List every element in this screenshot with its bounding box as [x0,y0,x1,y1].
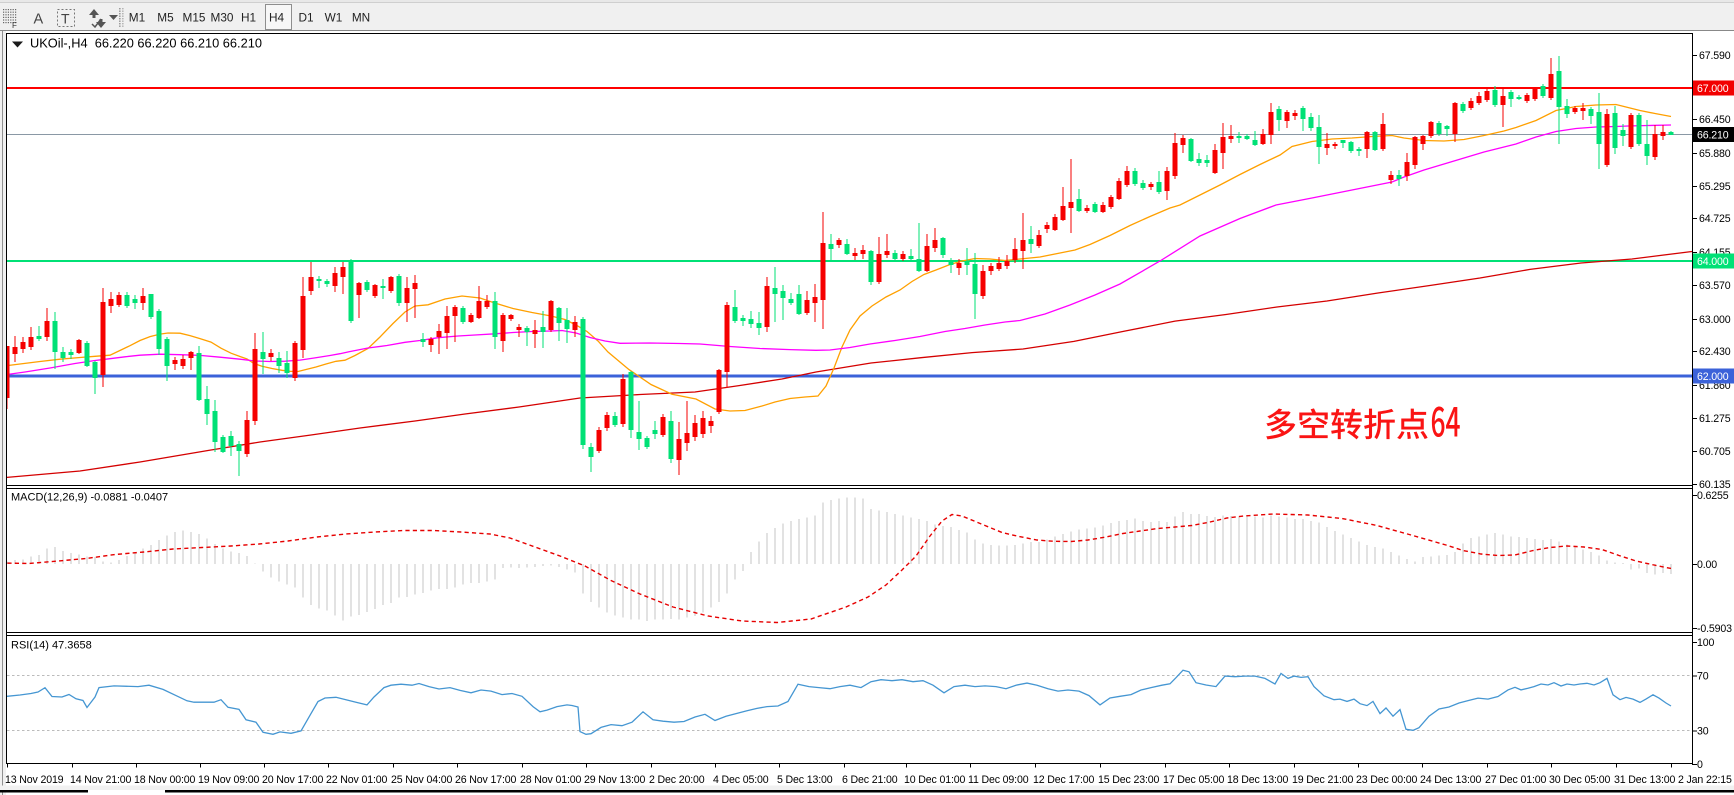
svg-text:18 Nov 00:00: 18 Nov 00:00 [134,774,195,786]
svg-text:22 Nov 01:00: 22 Nov 01:00 [326,774,387,786]
svg-text:11 Dec 09:00: 11 Dec 09:00 [968,774,1029,786]
svg-text:30 Dec 05:00: 30 Dec 05:00 [1549,774,1610,786]
svg-text:RSI(14) 47.3658: RSI(14) 47.3658 [11,640,92,652]
svg-text:4 Dec 05:00: 4 Dec 05:00 [713,774,769,786]
svg-text:63.000: 63.000 [1699,314,1731,326]
svg-text:66.450: 66.450 [1699,114,1731,126]
svg-text:M30: M30 [211,11,234,25]
svg-text:65.880: 65.880 [1699,148,1731,160]
svg-text:MACD(12,26,9) -0.0881 -0.0407: MACD(12,26,9) -0.0881 -0.0407 [11,492,168,504]
svg-text:T: T [61,11,70,27]
svg-text:14 Nov 21:00: 14 Nov 21:00 [70,774,131,786]
svg-text:H4: H4 [269,11,285,25]
svg-text:31 Dec 13:00: 31 Dec 13:00 [1614,774,1675,786]
svg-text:60.135: 60.135 [1699,479,1731,491]
svg-text:F: F [12,21,17,30]
svg-text:64.725: 64.725 [1699,213,1731,225]
svg-text:17 Dec 05:00: 17 Dec 05:00 [1163,774,1224,786]
svg-text:63.570: 63.570 [1699,280,1731,292]
svg-text:0.00: 0.00 [1697,559,1717,571]
svg-text:20 Nov 17:00: 20 Nov 17:00 [262,774,323,786]
svg-text:66.210: 66.210 [1697,130,1729,142]
svg-text:65.295: 65.295 [1699,181,1731,193]
svg-text:29 Nov 13:00: 29 Nov 13:00 [584,774,645,786]
svg-text:5 Dec 13:00: 5 Dec 13:00 [777,774,833,786]
svg-text:24 Dec 13:00: 24 Dec 13:00 [1420,774,1481,786]
svg-text:26 Nov 17:00: 26 Nov 17:00 [455,774,516,786]
svg-text:67.590: 67.590 [1699,50,1731,62]
svg-text:6 Dec 21:00: 6 Dec 21:00 [842,774,898,786]
svg-text:M15: M15 [183,11,206,25]
svg-text:61.275: 61.275 [1699,413,1731,425]
svg-text:0.6255: 0.6255 [1697,490,1729,502]
svg-text:M5: M5 [157,11,174,25]
svg-text:23 Dec 00:00: 23 Dec 00:00 [1356,774,1417,786]
svg-text:2 Dec 20:00: 2 Dec 20:00 [649,774,705,786]
svg-text:-0.5903: -0.5903 [1697,623,1732,635]
svg-text:30: 30 [1697,726,1709,738]
svg-text:12 Dec 17:00: 12 Dec 17:00 [1033,774,1094,786]
svg-text:60.705: 60.705 [1699,446,1731,458]
svg-text:0: 0 [1697,759,1703,771]
svg-text:62.430: 62.430 [1699,346,1731,358]
svg-text:18 Dec 13:00: 18 Dec 13:00 [1227,774,1288,786]
svg-text:2 Jan 22:15: 2 Jan 22:15 [1678,774,1732,786]
svg-text:100: 100 [1697,637,1714,649]
svg-text:A: A [34,12,44,28]
svg-text:64.000: 64.000 [1697,256,1729,268]
svg-text:19 Dec 21:00: 19 Dec 21:00 [1292,774,1353,786]
svg-text:25 Nov 04:00: 25 Nov 04:00 [391,774,452,786]
svg-text:13 Nov 2019: 13 Nov 2019 [5,774,64,786]
svg-text:19 Nov 09:00: 19 Nov 09:00 [198,774,259,786]
svg-text:62.000: 62.000 [1697,371,1729,383]
svg-text:UKOil-,H4 66.220 66.220 66.21: UKOil-,H4 66.220 66.220 66.210 66.210 [30,36,262,51]
svg-text:M1: M1 [129,11,145,25]
svg-text:D1: D1 [298,11,313,25]
svg-text:28 Nov 01:00: 28 Nov 01:00 [520,774,581,786]
svg-text:H1: H1 [241,11,256,25]
svg-text:70: 70 [1697,671,1709,683]
svg-text:10 Dec 01:00: 10 Dec 01:00 [904,774,965,786]
svg-text:27 Dec 01:00: 27 Dec 01:00 [1485,774,1546,786]
svg-text:MN: MN [352,11,370,25]
svg-text:67.000: 67.000 [1697,83,1729,95]
svg-text:15 Dec 23:00: 15 Dec 23:00 [1098,774,1159,786]
svg-text:W1: W1 [325,11,343,25]
